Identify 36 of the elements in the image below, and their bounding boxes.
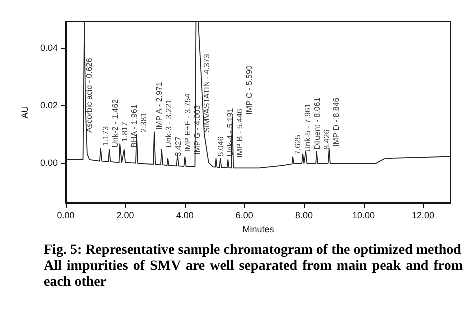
annotation: IMP C - 5.590 (245, 65, 254, 115)
y-axis-title: AU (20, 106, 30, 119)
x-tick-label: 0.00 (57, 210, 75, 220)
annotation: IMP G - 4.003 (192, 104, 202, 156)
x-axis-title: Minutes (242, 224, 275, 234)
x-tick-label: 8.00 (295, 210, 313, 220)
x-tick-label: 4.00 (176, 210, 194, 220)
annotation: Unk-2 - 1.462 (110, 98, 120, 148)
annotation: IMP A - 2.971 (154, 82, 164, 130)
text: Fig. 5: Representative sample chromatogram of the optimized method (44, 243, 462, 259)
annotation: Unk-5 - 7.961 (304, 103, 313, 152)
annotation: Unk-4 - 5.191 (226, 108, 236, 157)
annotation: 2.381 (140, 112, 149, 133)
annotation: BHA - 1.961 (130, 104, 140, 148)
annotation: 3.427 (174, 136, 183, 157)
x-tick-label: 12.00 (412, 210, 435, 220)
annotation: Ascorbic acid - 0.626 (85, 58, 94, 133)
y-tick-label: 0.00 (40, 158, 58, 168)
annotation: 7.625 (294, 134, 303, 156)
annotation: 1.817 (120, 122, 130, 142)
annotation: SIMVASTATIN - 4.373 (202, 54, 212, 133)
annotation: 1.173 (101, 126, 110, 146)
y-tick-label: 0.04 (40, 42, 58, 53)
x-tick-label: 2.00 (116, 210, 134, 220)
x-tick-label: 6.00 (236, 210, 254, 220)
annotation: Unk-3 - 3.221 (164, 98, 174, 148)
annotation: 5.046 (216, 136, 226, 157)
annotation: 8.426 (322, 129, 332, 150)
text: All impurities of SMV are well separated from main peak and from each other (44, 259, 463, 291)
annotation: Diluent - 8.061 (313, 97, 322, 150)
y-tick-label: 0.02 (40, 100, 58, 110)
annotation: IMP E+F - 3.754 (183, 93, 192, 152)
line-series (66, 22, 452, 169)
annotation: IMP D - 8.846 (332, 97, 342, 147)
annotation: IMP B - 5.446 (236, 108, 245, 158)
x-tick-label: 10.00 (352, 210, 376, 220)
